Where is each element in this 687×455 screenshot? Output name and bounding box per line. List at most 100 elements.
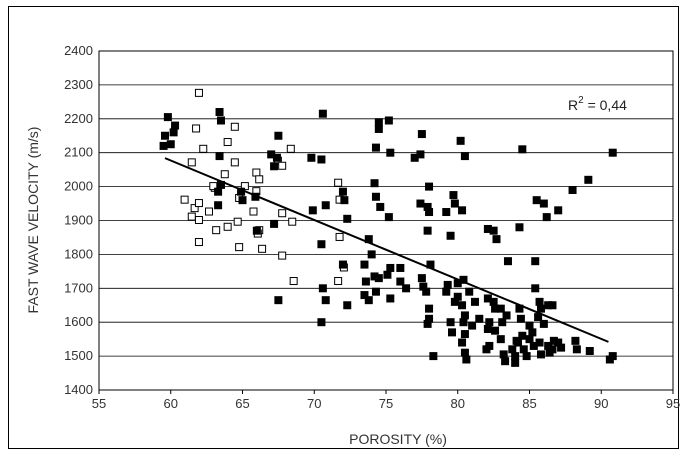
data-point-filled <box>584 175 593 184</box>
data-point-filled <box>536 350 545 359</box>
data-point-filled <box>459 318 468 327</box>
data-point-filled <box>503 257 512 266</box>
data-point-filled <box>608 148 617 157</box>
data-point-filled <box>460 348 469 357</box>
data-point-filled <box>568 185 577 194</box>
data-point-filled <box>423 202 432 211</box>
data-point-filled <box>386 148 395 157</box>
y-tick-label: 1500 <box>64 348 93 363</box>
data-point-filled <box>214 187 223 196</box>
data-point-filled <box>531 284 540 293</box>
data-point-filled <box>442 208 451 217</box>
data-point-open <box>334 178 343 187</box>
data-point-filled <box>386 263 395 272</box>
data-point-filled <box>384 213 393 222</box>
y-tick-label: 2200 <box>64 111 93 126</box>
data-point-open <box>187 212 196 221</box>
data-point-filled <box>450 199 459 208</box>
data-point-filled <box>317 318 326 327</box>
data-point-open <box>255 175 264 184</box>
data-point-filled <box>525 335 534 344</box>
chart-frame <box>8 6 679 449</box>
data-point-filled <box>429 352 438 361</box>
data-point-filled <box>512 336 521 345</box>
data-point-filled <box>448 328 457 337</box>
data-point-filled <box>525 321 534 330</box>
y-tick-label: 1400 <box>64 382 93 397</box>
data-point-filled <box>318 109 327 118</box>
y-tick-label: 2100 <box>64 145 93 160</box>
data-point-filled <box>482 345 491 354</box>
data-point-filled <box>321 201 330 210</box>
data-point-filled <box>557 343 566 352</box>
data-point-filled <box>216 180 225 189</box>
x-tick-label: 80 <box>451 396 465 411</box>
data-point-filled <box>489 226 498 235</box>
data-point-filled <box>308 206 317 215</box>
data-point-open <box>192 124 201 133</box>
data-point-filled <box>491 326 500 335</box>
data-point-filled <box>554 206 563 215</box>
data-point-filled <box>396 277 405 286</box>
data-point-filled <box>544 301 553 310</box>
data-point-filled <box>402 284 411 293</box>
x-axis-label: POROSITY (%) <box>349 431 447 447</box>
data-point-open <box>288 217 297 226</box>
data-point-filled <box>501 357 510 366</box>
data-point-filled <box>492 235 501 244</box>
data-point-filled <box>163 113 172 122</box>
data-point-open <box>249 207 258 216</box>
data-point-filled <box>536 304 545 313</box>
data-point-filled <box>468 321 477 330</box>
data-point-filled <box>396 263 405 272</box>
x-tick-label: 70 <box>307 396 321 411</box>
data-point-open <box>194 199 203 208</box>
data-point-filled <box>535 297 544 306</box>
y-tick-label: 2300 <box>64 77 93 92</box>
tick-labels: 1400 1500 1600 1700 1800 1900 2000 2100 2200 2300… <box>64 43 680 411</box>
data-point-filled <box>483 324 492 333</box>
data-point-filled <box>460 330 469 339</box>
data-point-filled <box>554 338 563 347</box>
data-point-open <box>335 232 344 241</box>
data-point-filled <box>456 136 465 145</box>
y-tick-label: 1800 <box>64 246 93 261</box>
data-point-filled <box>458 301 467 310</box>
data-point-filled <box>422 287 431 296</box>
data-point-filled <box>169 128 178 137</box>
data-point-filled <box>496 335 505 344</box>
data-point-filled <box>425 314 434 323</box>
trend-line <box>164 157 609 343</box>
x-tick-label: 75 <box>379 396 393 411</box>
data-point-filled <box>458 338 467 347</box>
data-point-filled <box>544 341 553 350</box>
data-point-open <box>194 88 203 97</box>
data-point-filled <box>272 153 281 162</box>
data-point-filled <box>161 131 170 140</box>
data-point-filled <box>340 196 349 205</box>
data-point-filled <box>364 296 373 305</box>
data-point-filled <box>417 130 426 139</box>
data-point-filled <box>522 352 531 361</box>
data-point-filled <box>531 257 540 266</box>
data-point-filled <box>443 280 452 289</box>
plot-border <box>98 50 674 391</box>
data-point-filled <box>370 272 379 281</box>
data-point-filled <box>475 314 484 323</box>
data-point-filled <box>496 304 505 313</box>
data-point-filled <box>317 240 326 249</box>
data-point-filled <box>166 140 175 149</box>
data-point-filled <box>483 294 492 303</box>
data-point-filled <box>462 355 471 364</box>
data-point-filled <box>460 152 469 161</box>
data-point-filled <box>159 141 168 150</box>
data-point-filled <box>370 179 379 188</box>
data-point-filled <box>539 319 548 328</box>
data-point-filled <box>446 231 455 240</box>
data-point-filled <box>321 296 330 305</box>
data-point-filled <box>274 296 283 305</box>
data-point-filled <box>442 287 451 296</box>
data-point-filled <box>539 199 548 208</box>
data-point-open <box>212 226 221 235</box>
